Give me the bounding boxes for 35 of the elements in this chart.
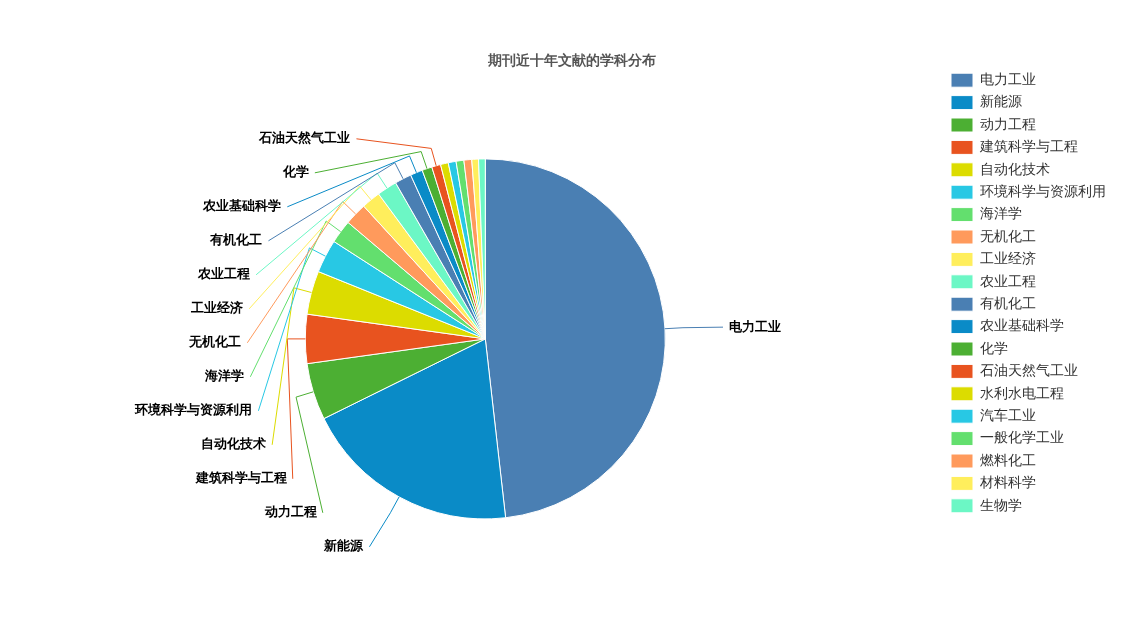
legend-label: 建筑科学与工程	[979, 138, 1078, 155]
slice-label: 农业基础科学	[202, 198, 282, 214]
legend-label: 电力工业	[980, 71, 1036, 88]
legend-label: 农业基础科学	[980, 317, 1064, 334]
legend-label: 水利水电工程	[980, 384, 1064, 401]
legend-label: 汽车工业	[980, 407, 1036, 424]
legend-label: 一般化学工业	[980, 429, 1064, 446]
legend-label: 材料科学	[979, 474, 1036, 491]
legend-label: 自动化技术	[980, 160, 1050, 177]
legend-label: 农业工程	[980, 272, 1036, 289]
legend-label: 工业经济	[980, 250, 1036, 267]
legend-label: 化学	[980, 339, 1008, 356]
slice-label: 有机化工	[209, 232, 263, 248]
legend-label: 生物学	[980, 496, 1022, 513]
slice-label: 海洋学	[204, 368, 245, 384]
slice-label: 动力工程	[263, 504, 317, 520]
slice-label: 电力工业	[729, 318, 782, 334]
slice-label: 自动化技术	[201, 436, 267, 452]
chart-title: 期刊近十年文献的学科分布	[487, 52, 656, 69]
legend-label: 有机化工	[980, 295, 1036, 312]
slice-label: 无机化工	[188, 334, 242, 350]
legend-label: 环境科学与资源利用	[980, 183, 1106, 200]
legend-label: 石油天然气工业	[980, 362, 1078, 379]
legend-label: 无机化工	[980, 227, 1036, 244]
slice-label: 化学	[281, 164, 309, 180]
legend-label: 新能源	[980, 93, 1022, 110]
slice-label: 工业经济	[190, 300, 244, 316]
slice-label: 石油天然气工业	[258, 130, 351, 146]
legend-label: 动力工程	[980, 115, 1036, 132]
slice-label: 环境科学与资源利用	[134, 402, 253, 418]
legend-label: 海洋学	[980, 205, 1022, 222]
slice-label: 农业工程	[197, 266, 251, 282]
legend-label: 燃料化工	[980, 451, 1036, 468]
slice-label: 建筑科学与工程	[194, 470, 287, 486]
slice-label: 新能源	[323, 538, 365, 554]
